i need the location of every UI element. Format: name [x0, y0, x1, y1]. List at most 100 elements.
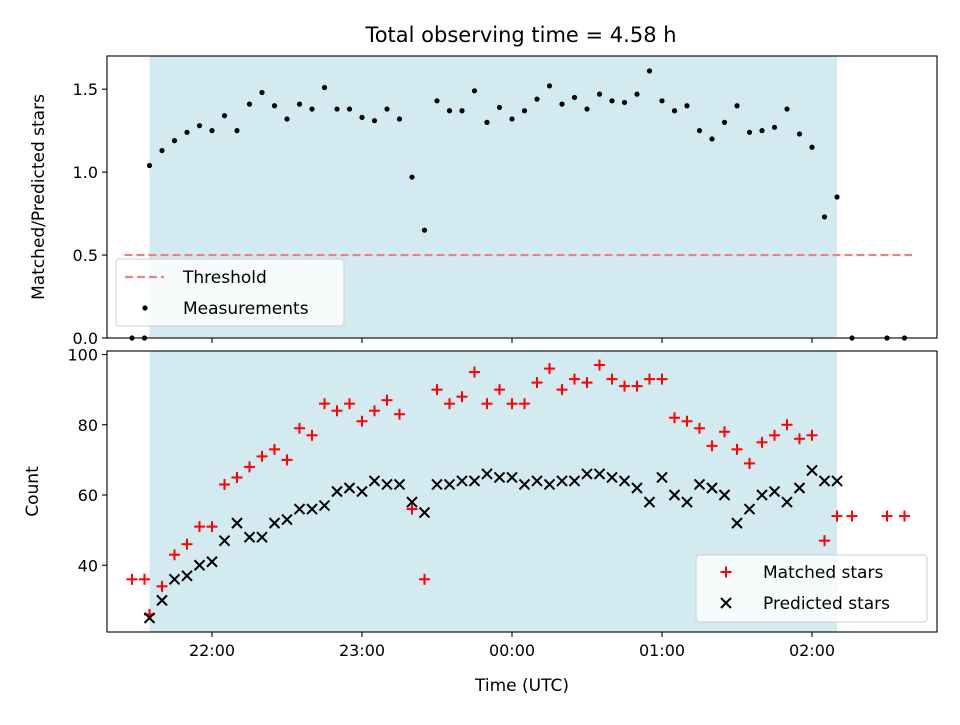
predicted-star-point: [693, 478, 706, 491]
matched-stars-legend-swatch: [720, 566, 732, 578]
matched-star-point: [556, 384, 568, 396]
measurement-point: [321, 84, 328, 91]
predicted-star-point-b: [443, 478, 456, 491]
matched-star-point: [569, 373, 580, 385]
predicted-star-point-b: [268, 517, 281, 529]
predicted-star-point-b: [681, 496, 693, 508]
predicted-star-point-b: [643, 496, 656, 508]
predicted-star-point: [156, 594, 168, 607]
measurement-point: [259, 89, 265, 96]
predicted-star-point: [418, 506, 431, 519]
predicted-star-point-b: [718, 489, 731, 501]
predicted-star-point: [743, 503, 756, 515]
measurement-point: [821, 214, 828, 220]
predicted-star-point-b: [631, 482, 643, 494]
measurement-point: [384, 106, 390, 112]
matched-star-point: [731, 443, 743, 455]
predicted-star-point-b: [331, 485, 343, 498]
predicted-star-point: [243, 531, 256, 543]
matched-star-point: [794, 433, 805, 445]
measurements-legend-label: Measurements: [183, 299, 309, 319]
measurement-point: [559, 101, 565, 107]
predicted-star-point: [331, 485, 343, 498]
predicted-star-point: [168, 573, 181, 586]
bottom-legend-box: [695, 554, 928, 623]
matched-star-point: [206, 521, 218, 533]
matched-star-point: [881, 510, 893, 522]
predicted-star-point: [393, 478, 406, 491]
measurement-point: [746, 129, 753, 135]
predicted-star-point-b: [168, 573, 181, 586]
predicted-star-point: [281, 513, 293, 526]
matched-star-point: [231, 471, 243, 483]
predicted-star-point-b: [706, 482, 718, 494]
measurement-point: [334, 106, 340, 112]
predicted-star-point: [668, 489, 681, 501]
predicted-star-point-b: [506, 471, 518, 484]
top-legend-box: [115, 258, 345, 327]
measurement-point: [734, 103, 740, 109]
predicted-star-point-b: [756, 489, 768, 501]
top-measurement-points: [129, 68, 908, 341]
measurement-point: [509, 116, 515, 122]
predicted-legend-marker-b: [720, 597, 732, 609]
figure-title: Total observing time = 4.58 h: [364, 23, 676, 47]
predicted-star-point-b: [406, 496, 418, 508]
predicted-star-point: [193, 559, 206, 571]
matched-star-point: [544, 363, 555, 375]
predicted-star-point-b: [493, 471, 506, 484]
predicted-star-point-b: [431, 478, 443, 491]
matched-star-point: [494, 384, 505, 396]
matched-star-point: [219, 478, 230, 490]
measurement-point: [371, 118, 378, 124]
measurement-point: [459, 108, 465, 114]
measurement-point: [246, 101, 253, 107]
predicted-star-point: [468, 475, 481, 487]
bottom-y-tick-label: 40: [78, 556, 98, 575]
predicted-star-point: [368, 475, 381, 487]
predicted-star-point: [731, 517, 743, 529]
matched-star-point: [781, 419, 793, 431]
measurement-point: [646, 68, 653, 74]
predicted-star-point-b: [693, 478, 706, 491]
predicted-star-point-b: [156, 594, 168, 607]
top-y-tick-label: 1.0: [73, 163, 98, 182]
matched-star-point: [899, 510, 910, 522]
predicted-star-point: [306, 503, 318, 515]
predicted-star-point-b: [293, 503, 306, 515]
predicted-star-point: [631, 482, 643, 494]
matched-star-point: [756, 436, 768, 448]
x-tick-label: 02:00: [789, 641, 835, 660]
predicted-star-point-b: [231, 517, 243, 529]
bottom-y-tick-label: 100: [67, 346, 98, 365]
matched-star-point: [444, 398, 455, 410]
predicted-star-point-b: [831, 475, 843, 487]
predicted-star-point: [706, 482, 718, 494]
predicted-star-point: [606, 471, 618, 484]
predicted-star-point: [231, 517, 243, 529]
predicted-star-point: [718, 489, 731, 501]
measurement-point: [621, 99, 628, 106]
matched-star-point: [139, 573, 150, 585]
predicted-star-point: [218, 534, 231, 547]
predicted-star-point-b: [581, 468, 593, 480]
predicted-star-point-b: [656, 471, 668, 484]
predicted-legend-marker: [720, 597, 732, 609]
predicted-star-point-b: [393, 478, 406, 491]
measurement-point: [684, 103, 690, 109]
x-tick-label: 23:00: [339, 641, 385, 660]
matched-star-point: [269, 443, 280, 455]
predicted-star-point-b: [743, 503, 756, 515]
predicted-star-point: [543, 478, 556, 491]
predicted-star-point: [656, 471, 668, 484]
matched-star-point: [419, 573, 430, 585]
predicted-star-point-b: [593, 468, 606, 480]
predicted-star-point-b: [343, 482, 356, 494]
bottom-y-tick-label: 60: [78, 486, 98, 505]
measurement-point: [221, 113, 228, 119]
measurement-point: [446, 108, 453, 114]
matched-star-point: [719, 426, 730, 438]
predicted-star-point: [456, 475, 468, 487]
matched-star-point: [126, 573, 138, 585]
x-tick-label: 00:00: [489, 641, 535, 660]
